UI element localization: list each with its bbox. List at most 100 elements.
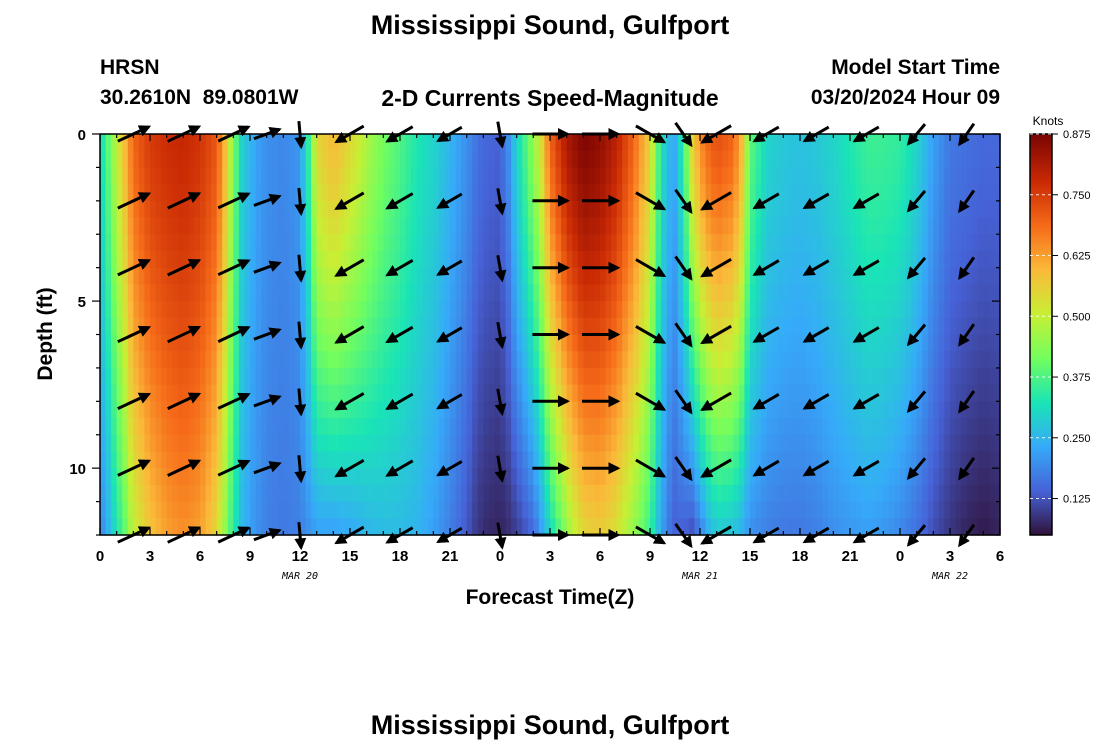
heat-cell: [205, 150, 212, 169]
heat-cell: [388, 217, 396, 235]
heat-cell: [227, 200, 234, 219]
heat-cell: [355, 234, 362, 252]
heat-cell: [327, 418, 334, 436]
heat-cell: [900, 317, 907, 336]
heat-cell: [294, 250, 301, 269]
heat-cell: [461, 167, 468, 185]
heat-cell: [100, 317, 107, 336]
heat-cell: [872, 200, 879, 219]
heat-cell: [200, 150, 207, 169]
heat-cell: [261, 518, 268, 536]
heat-cell: [338, 367, 346, 386]
heat-cell: [344, 234, 351, 252]
heat-cell: [566, 451, 573, 469]
heat-cell: [966, 167, 973, 185]
heat-cell: [405, 217, 412, 235]
heat-cell: [816, 200, 823, 219]
heat-cell: [750, 451, 757, 469]
heat-cell: [255, 484, 262, 503]
heat-cell: [227, 351, 234, 369]
heat-cell: [838, 434, 846, 453]
heat-cell: [794, 351, 801, 369]
heat-cell: [733, 267, 740, 285]
heat-cell: [394, 184, 401, 202]
heat-cell: [338, 384, 346, 402]
heat-cell: [888, 501, 896, 519]
heat-cell: [716, 351, 723, 369]
heat-cell: [622, 501, 629, 519]
heat-cell: [900, 284, 907, 302]
heat-cell: [300, 518, 307, 536]
heat-cell: [638, 167, 646, 185]
heat-cell: [738, 501, 746, 519]
heat-cell: [300, 250, 307, 269]
heat-cell: [833, 217, 840, 235]
heat-cell: [577, 418, 584, 436]
heat-cell: [455, 150, 462, 169]
heat-cell: [494, 150, 501, 169]
heat-cell: [811, 234, 818, 252]
heat-cell: [438, 367, 446, 386]
heat-cell: [516, 351, 523, 369]
heat-cell: [388, 418, 396, 436]
heat-cell: [166, 167, 173, 185]
heat-cell: [644, 250, 651, 269]
heat-cell: [583, 334, 590, 352]
heat-cell: [644, 317, 651, 336]
heat-cell: [883, 334, 890, 352]
heat-cell: [700, 501, 707, 519]
heat-cell: [672, 434, 679, 453]
heat-cell: [650, 167, 657, 185]
heat-cell: [555, 418, 562, 436]
heat-cell: [588, 167, 596, 185]
heat-cell: [266, 134, 273, 152]
heat-cell: [127, 301, 134, 319]
heat-cell: [750, 367, 757, 386]
heat-cell: [594, 518, 601, 536]
heat-cell: [261, 484, 268, 503]
heat-cell: [566, 384, 573, 402]
heat-cell: [933, 484, 940, 503]
heat-cell: [322, 301, 329, 319]
heat-cell: [311, 468, 318, 486]
heat-cell: [927, 134, 934, 152]
heat-cell: [311, 418, 318, 436]
heat-cell: [344, 150, 351, 169]
heat-cell: [455, 484, 462, 503]
heat-cell: [755, 351, 762, 369]
heat-cell: [311, 200, 318, 219]
heat-cell: [144, 267, 151, 285]
heat-cell: [750, 418, 757, 436]
heat-cell: [538, 351, 546, 369]
heat-cell: [455, 518, 462, 536]
heat-cell: [350, 250, 357, 269]
heat-cell: [572, 451, 579, 469]
heat-cell: [944, 184, 951, 202]
heat-cell: [827, 234, 834, 252]
heat-cell: [666, 150, 673, 169]
heat-cell: [155, 418, 162, 436]
heat-cell: [794, 484, 801, 503]
heat-cell: [466, 518, 473, 536]
heat-cell: [844, 418, 851, 436]
heat-cell: [377, 451, 384, 469]
heat-cell: [988, 134, 996, 152]
heat-cell: [838, 484, 846, 503]
heat-cell: [761, 401, 768, 419]
heat-cell: [616, 384, 623, 402]
heat-cell: [694, 468, 701, 486]
heat-cell: [872, 217, 879, 235]
heat-cell: [433, 518, 440, 536]
heat-cell: [916, 317, 923, 336]
heat-cell: [711, 401, 718, 419]
heat-cell: [838, 267, 846, 285]
heat-cell: [255, 134, 262, 152]
heat-cell: [211, 334, 218, 352]
heat-cell: [272, 267, 279, 285]
heat-cell: [744, 434, 751, 453]
heat-cell: [594, 451, 601, 469]
heat-cell: [155, 234, 162, 252]
heat-cell: [250, 401, 257, 419]
heat-cell: [894, 518, 901, 536]
